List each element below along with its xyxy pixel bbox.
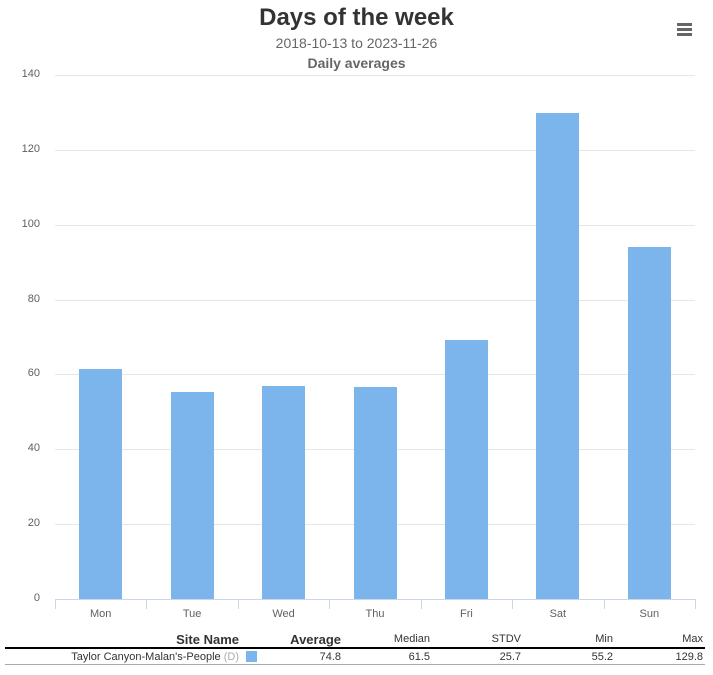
stats-header-row: Site Name Average Median STDV Min Max bbox=[5, 631, 705, 649]
x-tick-label: Sun bbox=[639, 608, 660, 620]
header-median: Median bbox=[343, 631, 432, 649]
x-axis-line bbox=[55, 599, 695, 600]
bar-mon[interactable] bbox=[79, 368, 123, 599]
bar-thu[interactable] bbox=[353, 386, 397, 599]
bar-sat[interactable] bbox=[536, 113, 580, 599]
y-tick-label: 0 bbox=[33, 592, 40, 604]
site-name: Taylor Canyon-Malan's-People bbox=[71, 650, 221, 663]
x-tick-mark bbox=[420, 599, 422, 609]
x-tick-mark bbox=[695, 599, 696, 609]
header-max: Max bbox=[615, 631, 705, 649]
x-tick-mark bbox=[237, 599, 239, 609]
bar-chart: 0 20 40 60 80 100 120 140 Mon Tue Wed Thu Fri Sat Sun bbox=[21, 68, 696, 620]
chart-subtitle: Daily averages bbox=[307, 55, 406, 71]
header-site-name: Site Name bbox=[5, 631, 241, 649]
y-tick-label: 120 bbox=[21, 142, 40, 155]
y-tick-label: 60 bbox=[27, 367, 40, 380]
x-tick-mark bbox=[329, 599, 331, 609]
y-tick-label: 140 bbox=[21, 68, 40, 80]
x-tick-label: Sat bbox=[549, 608, 567, 620]
x-tick-label: Fri bbox=[460, 608, 473, 620]
x-tick-mark bbox=[512, 599, 514, 609]
x-tick-label: Mon bbox=[90, 608, 112, 620]
x-tick-label: Tue bbox=[182, 608, 202, 620]
y-tick-label: 100 bbox=[21, 217, 40, 230]
header-swatch bbox=[241, 631, 259, 649]
median-cell: 61.5 bbox=[343, 648, 432, 665]
site-name-cell: Taylor Canyon-Malan's-People (D) bbox=[5, 648, 241, 665]
x-tick-mark bbox=[603, 599, 605, 609]
bar-sun[interactable] bbox=[627, 247, 671, 599]
bar-wed[interactable] bbox=[262, 385, 306, 599]
header-min: Min bbox=[523, 631, 615, 649]
x-tick-label: Wed bbox=[272, 608, 295, 620]
bar-tue[interactable] bbox=[170, 392, 214, 599]
x-tick-label: Thu bbox=[365, 608, 385, 620]
table-row: Taylor Canyon-Malan's-People (D) 74.8 61… bbox=[5, 648, 705, 665]
stats-table: Site Name Average Median STDV Min Max Ta… bbox=[5, 631, 705, 665]
gridline bbox=[55, 149, 695, 151]
series-color-swatch bbox=[246, 651, 257, 663]
gridline bbox=[55, 75, 695, 76]
average-cell: 74.8 bbox=[259, 648, 343, 665]
chart-title: Days of the week bbox=[259, 4, 454, 31]
header-average: Average bbox=[259, 631, 343, 649]
gridline bbox=[55, 299, 695, 301]
max-cell: 129.8 bbox=[615, 648, 705, 665]
site-tag: (D) bbox=[223, 650, 239, 663]
y-tick-label: 40 bbox=[27, 442, 40, 455]
header-stdv: STDV bbox=[432, 631, 523, 649]
y-tick-label: 80 bbox=[27, 292, 40, 305]
swatch-cell bbox=[241, 648, 259, 665]
hamburger-menu-icon[interactable] bbox=[672, 20, 696, 40]
x-tick-mark bbox=[146, 599, 148, 609]
y-tick-label: 20 bbox=[27, 517, 40, 530]
date-range: 2018-10-13 to 2023-11-26 bbox=[275, 35, 438, 51]
gridline bbox=[55, 224, 695, 226]
gridline bbox=[55, 374, 695, 376]
min-cell: 55.2 bbox=[523, 648, 615, 665]
x-tick-mark bbox=[55, 599, 56, 609]
bar-fri[interactable] bbox=[444, 339, 488, 599]
stdv-cell: 25.7 bbox=[432, 648, 523, 665]
